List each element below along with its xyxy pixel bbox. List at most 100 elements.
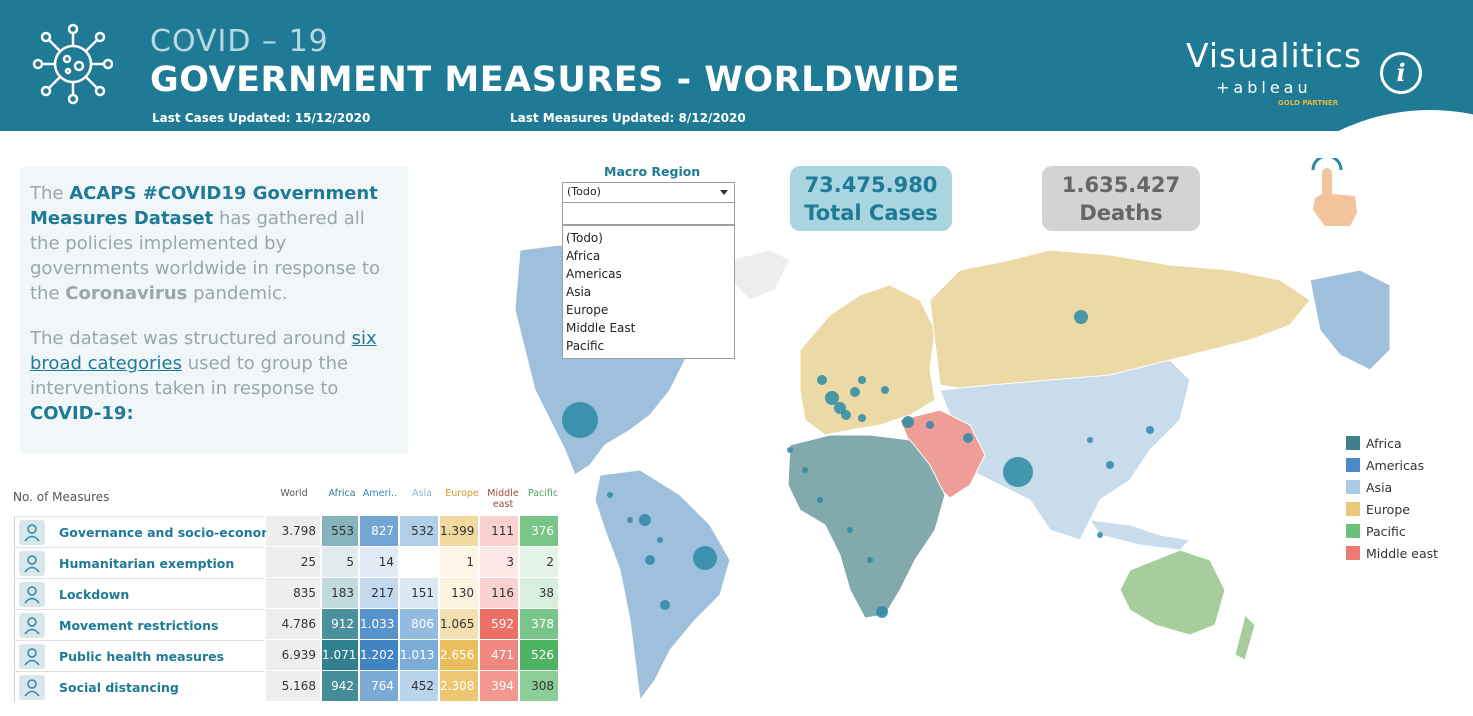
case-bubble[interactable] <box>876 606 888 618</box>
table-cell[interactable]: 376 <box>520 516 558 546</box>
table-cell[interactable]: 942 <box>322 671 358 701</box>
table-cell[interactable]: 5.168 <box>266 671 320 701</box>
table-cell[interactable]: 2.656 <box>440 640 478 670</box>
table-cell[interactable]: 183 <box>322 578 358 608</box>
macro-region-select[interactable]: (Todo) <box>562 182 735 203</box>
case-bubble[interactable] <box>627 517 633 523</box>
map-europe[interactable] <box>799 284 936 436</box>
table-cell[interactable]: 912 <box>322 609 358 639</box>
table-cell[interactable]: 532 <box>400 516 438 546</box>
case-bubble[interactable] <box>1074 310 1088 324</box>
region-search-input[interactable] <box>562 203 735 225</box>
table-cell[interactable]: 14 <box>360 547 398 577</box>
table-row[interactable]: Social distancing 5.168 942 764 452 2.308 394 3… <box>14 671 564 702</box>
six-categories-link[interactable]: six broad categories <box>30 328 377 374</box>
map-australia[interactable] <box>1119 549 1226 636</box>
table-cell[interactable]: 151 <box>400 578 438 608</box>
case-bubble[interactable] <box>787 447 793 453</box>
map-alaska[interactable] <box>1309 269 1391 371</box>
case-bubble[interactable] <box>1097 532 1103 538</box>
table-cell[interactable]: 471 <box>480 640 518 670</box>
map-south-america[interactable] <box>594 469 731 702</box>
case-bubble[interactable] <box>660 600 670 610</box>
case-bubble[interactable] <box>926 421 934 429</box>
region-option[interactable]: Americas <box>566 267 622 281</box>
table-cell[interactable]: 38 <box>520 578 558 608</box>
region-option[interactable]: Europe <box>566 303 609 317</box>
table-cell[interactable]: 806 <box>400 609 438 639</box>
region-option[interactable]: Africa <box>566 249 601 263</box>
map-new-zealand[interactable] <box>1234 614 1256 661</box>
table-cell[interactable]: 116 <box>480 578 518 608</box>
table-cell[interactable]: 6.939 <box>266 640 320 670</box>
table-cell[interactable]: 5 <box>322 547 358 577</box>
legend-item[interactable]: Asia <box>1346 476 1438 498</box>
case-bubble[interactable] <box>850 387 860 397</box>
table-row[interactable]: Movement restrictions 4.786 912 1.033 806 1.0… <box>14 609 564 640</box>
region-option[interactable]: Pacific <box>566 339 605 353</box>
column-header[interactable]: Ameri.. <box>362 488 398 499</box>
table-cell[interactable]: 3.798 <box>266 516 320 546</box>
table-cell[interactable]: 1.065 <box>440 609 478 639</box>
column-header[interactable]: Europe <box>445 488 479 499</box>
case-bubble[interactable] <box>881 386 889 394</box>
case-bubble[interactable] <box>639 514 651 526</box>
case-bubble[interactable] <box>645 555 655 565</box>
table-cell[interactable]: 764 <box>360 671 398 701</box>
legend-item[interactable]: Middle east <box>1346 542 1438 564</box>
column-header[interactable]: World <box>280 488 308 499</box>
table-cell[interactable]: 2.308 <box>440 671 478 701</box>
map-africa[interactable] <box>787 434 946 619</box>
info-button[interactable]: i <box>1380 52 1422 94</box>
brand-logo[interactable]: Visualitics <box>1186 36 1363 75</box>
case-bubble[interactable] <box>867 557 873 563</box>
case-bubble[interactable] <box>1106 461 1114 469</box>
world-map[interactable] <box>490 240 1400 716</box>
table-cell[interactable]: 1.202 <box>360 640 398 670</box>
table-cell[interactable]: 1.399 <box>440 516 478 546</box>
column-header[interactable]: Africa <box>328 488 356 499</box>
table-cell[interactable]: 592 <box>480 609 518 639</box>
table-cell[interactable]: 835 <box>266 578 320 608</box>
map-russia[interactable] <box>929 249 1311 391</box>
legend-item[interactable]: Europe <box>1346 498 1438 520</box>
table-cell[interactable]: 1.033 <box>360 609 398 639</box>
table-cell[interactable]: 4.786 <box>266 609 320 639</box>
case-bubble[interactable] <box>847 527 853 533</box>
case-bubble[interactable] <box>825 391 839 405</box>
case-bubble[interactable] <box>902 416 914 428</box>
table-cell[interactable]: 1.071 <box>322 640 358 670</box>
column-header[interactable]: Pacific <box>527 488 559 499</box>
case-bubble[interactable] <box>562 402 598 438</box>
case-bubble[interactable] <box>1146 426 1154 434</box>
case-bubble[interactable] <box>1087 437 1093 443</box>
case-bubble[interactable] <box>817 497 823 503</box>
case-bubble[interactable] <box>693 546 717 570</box>
table-cell[interactable]: 308 <box>520 671 558 701</box>
table-row[interactable]: Lockdown 835 183 217 151 130 116 38 <box>14 578 564 609</box>
table-row[interactable]: Public health measures 6.939 1.071 1.202 1.0… <box>14 640 564 671</box>
table-cell[interactable]: 378 <box>520 609 558 639</box>
column-header[interactable]: Middle east <box>487 488 519 510</box>
case-bubble[interactable] <box>607 492 613 498</box>
region-option[interactable]: Middle East <box>566 321 636 335</box>
table-row[interactable]: Humanitarian exemption 25 5 14 1 3 2 <box>14 547 564 578</box>
table-cell[interactable]: 553 <box>322 516 358 546</box>
table-cell[interactable]: 526 <box>520 640 558 670</box>
case-bubble[interactable] <box>657 537 663 543</box>
table-row[interactable]: Governance and socio-economic 3.798 553 827… <box>14 516 564 547</box>
table-cell[interactable]: 217 <box>360 578 398 608</box>
map-indonesia[interactable] <box>1088 519 1192 551</box>
table-cell[interactable]: 2 <box>520 547 558 577</box>
case-bubble[interactable] <box>963 433 973 443</box>
table-cell[interactable]: 1 <box>440 547 478 577</box>
table-cell[interactable]: 25 <box>266 547 320 577</box>
case-bubble[interactable] <box>802 467 808 473</box>
tap-hand-icon[interactable] <box>1305 158 1360 228</box>
map-greenland[interactable] <box>729 249 791 301</box>
table-cell[interactable]: 827 <box>360 516 398 546</box>
region-option[interactable]: (Todo) <box>566 231 603 245</box>
case-bubble[interactable] <box>1003 457 1033 487</box>
case-bubble[interactable] <box>858 414 866 422</box>
column-header[interactable]: Asia <box>412 488 432 499</box>
